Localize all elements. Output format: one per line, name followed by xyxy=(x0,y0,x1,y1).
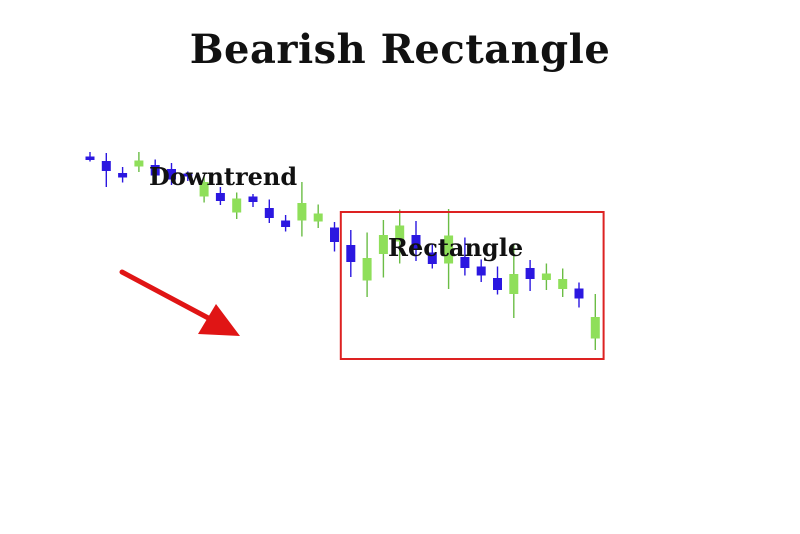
candle-body-bearish xyxy=(411,235,421,250)
candle-body-bullish xyxy=(444,235,454,264)
candle-body-bearish xyxy=(346,245,356,262)
candle-body-bullish xyxy=(134,160,144,167)
candle-body-bearish xyxy=(248,196,258,202)
candle-body-bullish xyxy=(395,225,405,242)
candle-body-bearish xyxy=(264,208,274,218)
candle-body-bullish xyxy=(558,279,568,289)
candle-body-bearish xyxy=(493,278,502,290)
candle-body-bullish xyxy=(297,203,307,221)
candle-body-bullish xyxy=(362,258,372,281)
chart-title: Bearish Rectangle xyxy=(189,26,611,73)
candle-body-bearish xyxy=(150,165,160,176)
candles-group xyxy=(85,152,600,350)
candle-body-bearish xyxy=(281,220,291,227)
candle-body-bearish xyxy=(574,288,584,299)
candle-body-bearish xyxy=(167,169,176,180)
candle-body-bearish xyxy=(118,173,128,178)
candle-body-bullish xyxy=(541,273,551,280)
candle-body-bearish xyxy=(476,266,486,276)
candle-body-bearish xyxy=(330,227,339,242)
candle-body-bearish xyxy=(427,252,437,264)
arrow-shaft xyxy=(119,269,215,323)
rectangle-label: Rectangle xyxy=(388,233,524,262)
candle-body-bearish xyxy=(85,156,95,160)
candle-body-bearish xyxy=(183,173,193,177)
candle-body-bearish xyxy=(525,268,535,279)
downtrend-label: Downtrend xyxy=(149,162,298,191)
candle-body-bullish xyxy=(378,235,388,254)
candle-body-bullish xyxy=(509,274,519,294)
candle-body-bearish xyxy=(215,193,225,201)
rectangle-zone-box xyxy=(339,211,605,360)
candle-body-bearish xyxy=(460,257,470,268)
candle-body-bearish xyxy=(101,161,111,171)
candle-body-bullish xyxy=(232,198,242,213)
arrow-head xyxy=(198,304,240,336)
candle-body-bullish xyxy=(590,317,600,339)
candle-body-bullish xyxy=(199,182,209,197)
candle-body-bullish xyxy=(313,213,323,222)
downtrend-arrow xyxy=(119,269,240,336)
